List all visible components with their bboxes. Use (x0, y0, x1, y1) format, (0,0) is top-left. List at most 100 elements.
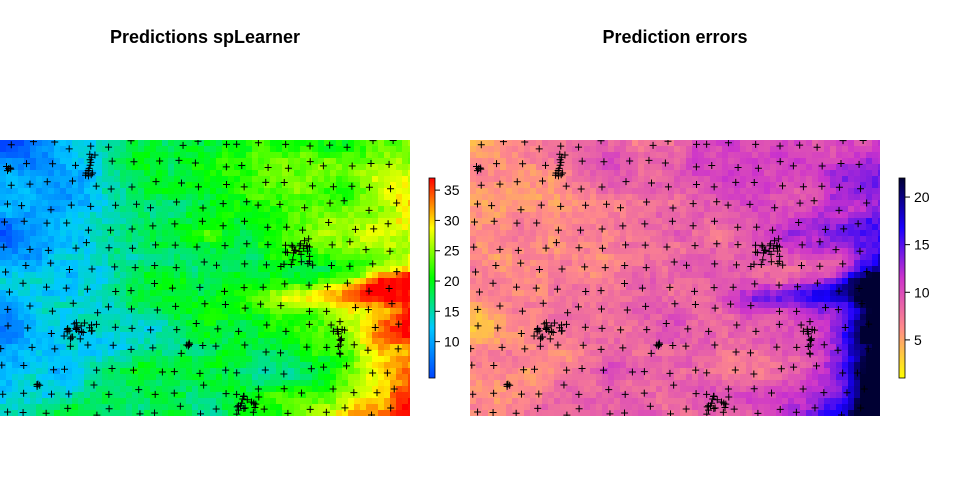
sample-point-marker (221, 300, 229, 308)
sample-point-marker (282, 327, 290, 335)
sample-point-marker (496, 245, 504, 253)
sample-point-marker (549, 328, 557, 336)
sample-point-marker (301, 204, 309, 212)
sample-point-marker (300, 237, 308, 245)
sample-point-marker (82, 239, 90, 247)
sample-point-marker (719, 408, 727, 416)
sample-point-marker (177, 179, 185, 187)
sample-point-marker (199, 204, 207, 212)
sample-point-marker (130, 158, 138, 166)
sample-point-marker (238, 161, 246, 169)
colorbar-errors: 5 10 15 20 (898, 176, 959, 380)
sample-point-marker (770, 237, 778, 245)
error-map (470, 140, 880, 416)
sample-point-marker (789, 162, 797, 170)
sample-point-marker (470, 345, 475, 353)
sample-point-marker (303, 242, 311, 250)
sample-point-marker (283, 223, 291, 231)
sample-point-marker (839, 369, 847, 377)
sample-point-marker (170, 389, 178, 397)
sample-point-marker (649, 141, 657, 149)
sample-point-marker (373, 389, 381, 397)
sample-point-marker (765, 247, 773, 255)
sample-point-marker (168, 284, 176, 292)
sample-point-marker (838, 411, 846, 416)
sample-point-marker (691, 242, 699, 250)
sample-point-marker (710, 392, 718, 400)
sample-point-marker (724, 201, 732, 209)
sample-point-marker (521, 345, 529, 353)
sample-point-marker (133, 200, 141, 208)
sample-point-marker (326, 199, 334, 207)
sample-point-marker (667, 410, 675, 416)
sample-point-marker (558, 265, 566, 273)
sample-point-marker (328, 241, 336, 249)
sample-point-marker (551, 319, 559, 327)
sample-point-marker (489, 408, 497, 416)
sample-point-marker (857, 404, 865, 412)
sample-point-marker (240, 284, 248, 292)
sample-point-marker (290, 249, 298, 257)
sample-point-marker (806, 341, 814, 349)
pred-raster (0, 140, 410, 416)
sample-point-marker (75, 327, 83, 335)
sample-point-marker (489, 279, 497, 287)
sample-point-marker (223, 140, 231, 148)
sample-point-marker (240, 217, 248, 225)
sample-point-marker (807, 336, 815, 344)
sample-point-marker (747, 302, 755, 310)
sample-point-marker (365, 287, 373, 295)
sample-point-marker (563, 411, 571, 416)
sample-point-marker (643, 198, 651, 206)
sample-point-marker (535, 266, 543, 274)
sample-point-marker (127, 345, 135, 353)
sample-point-marker (603, 200, 611, 208)
sample-point-marker (277, 349, 285, 357)
sample-point-marker (26, 180, 34, 188)
sample-point-marker (200, 381, 208, 389)
sample-point-marker (365, 183, 373, 191)
sample-point-marker (151, 409, 159, 416)
sample-point-marker (387, 404, 395, 412)
sample-point-marker (240, 183, 248, 191)
sample-point-marker (262, 261, 270, 269)
sample-point-marker (47, 259, 55, 267)
sample-point-marker (284, 164, 292, 172)
sample-point-marker (66, 342, 74, 350)
sample-point-marker (626, 157, 634, 165)
sample-point-marker (322, 408, 330, 416)
sample-point-marker (856, 247, 864, 255)
sample-point-marker (496, 302, 504, 310)
sample-point-marker (835, 287, 843, 295)
sample-point-marker (799, 327, 807, 335)
sample-point-marker (306, 142, 314, 150)
sample-point-marker (323, 307, 331, 315)
pred-colorbar-tick-label: 20 (444, 273, 460, 289)
sample-point-marker (818, 162, 826, 170)
sample-point-marker (213, 261, 221, 269)
sample-point-marker (557, 202, 565, 210)
sample-point-marker (820, 341, 828, 349)
sample-point-marker (108, 364, 116, 372)
sample-point-marker (156, 157, 164, 165)
sample-point-marker (671, 300, 679, 308)
sample-point-marker (384, 220, 392, 228)
sample-point-marker (50, 366, 58, 374)
sample-point-marker (108, 157, 116, 165)
sample-point-marker (470, 361, 476, 369)
sample-point-marker (151, 262, 159, 270)
sample-point-marker (477, 141, 485, 149)
sample-point-marker (334, 330, 342, 338)
sample-point-marker (90, 381, 98, 389)
sample-point-marker (305, 320, 313, 328)
sample-point-marker (518, 307, 526, 315)
sample-point-marker (542, 319, 550, 327)
sample-point-marker (490, 389, 498, 397)
sample-point-marker (92, 320, 100, 328)
sample-point-marker (264, 223, 272, 231)
sample-point-marker (5, 288, 13, 296)
sample-point-marker (767, 258, 775, 266)
sample-point-marker (732, 178, 740, 186)
sample-point-marker (664, 140, 672, 145)
sample-point-marker (3, 200, 11, 208)
